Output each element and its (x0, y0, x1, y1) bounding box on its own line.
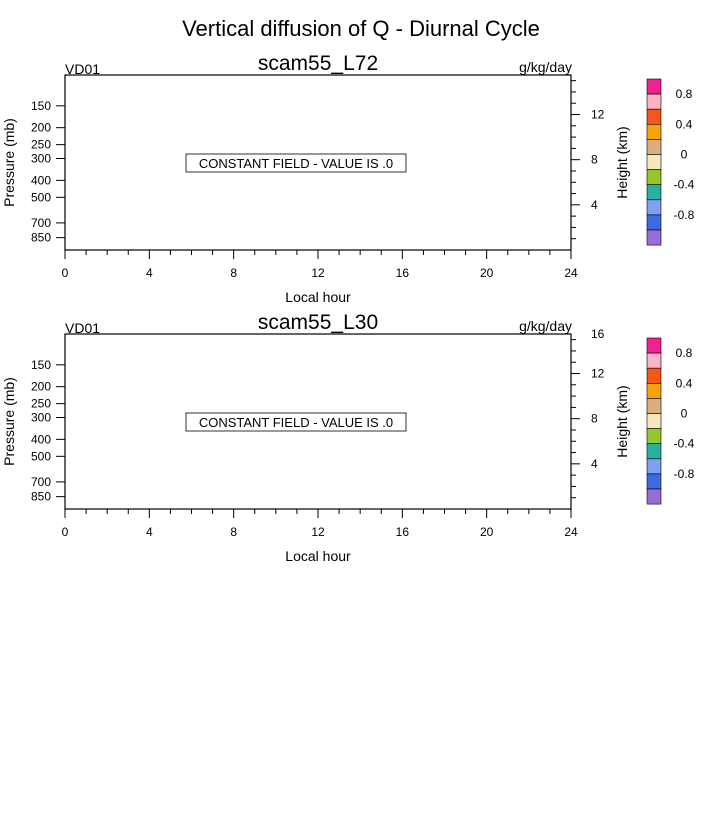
y2-axis-label: Height (km) (614, 385, 630, 457)
colorbar-label: 0.4 (676, 117, 693, 131)
x-tick-label: 24 (564, 266, 578, 280)
x-tick-label: 8 (230, 525, 237, 539)
y-tick-label: 200 (31, 380, 51, 394)
x-tick-label: 24 (564, 525, 578, 539)
y2-tick-label: 12 (591, 367, 605, 381)
colorbar-swatch (646, 367, 662, 384)
colorbar-label: -0.8 (674, 208, 695, 222)
y2-axis-label: Height (km) (614, 126, 630, 198)
colorbar-swatch (646, 139, 662, 155)
colorbar-swatch (646, 488, 662, 505)
colorbar-swatch (646, 184, 662, 201)
constant-field-message: CONSTANT FIELD - VALUE IS .0 (199, 156, 393, 171)
y2-tick-label: 8 (591, 412, 598, 426)
y-tick-label: 300 (31, 410, 51, 424)
y-tick-label: 150 (31, 358, 51, 372)
colorbar-swatch (646, 398, 662, 414)
y-tick-label: 150 (31, 99, 51, 113)
y2-tick-label: 4 (591, 198, 598, 212)
x-tick-label: 4 (146, 266, 153, 280)
colorbar-swatch (646, 93, 662, 110)
colorbar-swatch (646, 169, 662, 186)
constant-field-message: CONSTANT FIELD - VALUE IS .0 (199, 415, 393, 430)
panel-left-label: VD01 (65, 320, 100, 336)
y-tick-label: 400 (31, 432, 51, 446)
x-axis-label: Local hour (285, 548, 351, 564)
colorbar-swatch (646, 337, 662, 354)
colorbar-swatch (646, 124, 662, 140)
constant-field-message-box (185, 153, 407, 173)
y-tick-label: 250 (31, 397, 51, 411)
y-axis-label: Pressure (mb) (1, 118, 17, 207)
x-axis-label: Local hour (285, 289, 351, 305)
x-tick-label: 12 (311, 266, 325, 280)
colorbar-swatch (646, 108, 662, 125)
y-tick-label: 250 (31, 138, 51, 152)
y-tick-label: 300 (31, 151, 51, 165)
x-tick-label: 0 (62, 266, 69, 280)
colorbar-label: -0.4 (674, 437, 695, 451)
colorbar-swatch (646, 428, 662, 445)
colorbar-swatch (646, 199, 662, 216)
x-tick-label: 8 (230, 266, 237, 280)
colorbar-swatch (646, 382, 662, 399)
panel-left-label: VD01 (65, 61, 100, 77)
panel-scam55-l72: scam55_L72 VD01 g/kg/day 0 4 8 12 16 20 24 Local h… (1, 52, 695, 305)
colorbar-label: -0.4 (674, 178, 695, 192)
y2-tick-label: 4 (591, 457, 598, 471)
x-tick-label: 16 (396, 266, 410, 280)
y-tick-label: 850 (31, 490, 51, 504)
colorbar-label: 0.8 (676, 346, 693, 360)
colorbar-swatch (646, 458, 662, 475)
colorbar-label: 0.4 (676, 376, 693, 390)
y-tick-label: 700 (31, 216, 51, 230)
y-tick-label: 200 (31, 121, 51, 135)
main-title: Vertical diffusion of Q - Diurnal Cycle (182, 16, 540, 41)
colorbar-label: 0 (681, 148, 688, 162)
x-tick-label: 16 (396, 525, 410, 539)
y-tick-label: 850 (31, 231, 51, 245)
panel-title: scam55_L72 (258, 52, 378, 75)
y-axis-label: Pressure (mb) (1, 377, 17, 466)
panel-scam55-l30: scam55_L30 VD01 g/kg/day 0 4 8 12 16 20 24 Local h… (1, 311, 695, 564)
y2-tick-label: 12 (591, 108, 605, 122)
colorbar-swatch (646, 214, 662, 231)
x-tick-label: 20 (480, 525, 494, 539)
x-tick-label: 20 (480, 266, 494, 280)
panel-title: scam55_L30 (258, 311, 378, 334)
colorbar-swatch (646, 473, 662, 490)
colorbar-label: 0 (681, 407, 688, 421)
colorbar-swatch (646, 352, 662, 369)
panel-units-label: g/kg/day (519, 318, 572, 334)
y-tick-label: 400 (31, 173, 51, 187)
y2-tick-label: 8 (591, 153, 598, 167)
y-tick-label: 500 (31, 449, 51, 463)
y-tick-label: 700 (31, 475, 51, 489)
colorbar-swatch (646, 229, 662, 246)
panel-units-label: g/kg/day (519, 59, 572, 75)
x-tick-label: 0 (62, 525, 69, 539)
x-tick-label: 4 (146, 525, 153, 539)
constant-field-message-box (185, 412, 407, 432)
colorbar-swatch (646, 154, 662, 170)
colorbar-label: -0.8 (674, 467, 695, 481)
y2-tick-label: 16 (591, 327, 605, 341)
x-tick-label: 12 (311, 525, 325, 539)
y-tick-label: 500 (31, 190, 51, 204)
colorbar-swatch (646, 443, 662, 460)
colorbar-swatch (646, 78, 662, 95)
colorbar-swatch (646, 413, 662, 429)
colorbar-label: 0.8 (676, 87, 693, 101)
